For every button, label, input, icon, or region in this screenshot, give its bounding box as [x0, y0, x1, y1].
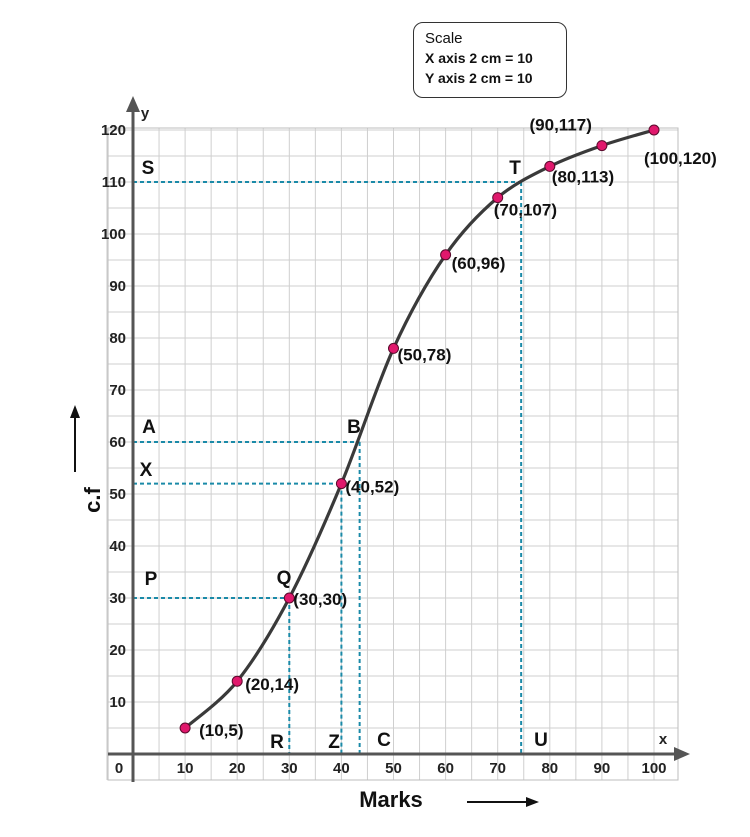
- data-point: [648, 124, 660, 136]
- x-tick-label: 90: [594, 760, 611, 777]
- x-axis-label: Marks: [359, 787, 423, 812]
- guide-letter-P: P: [145, 569, 158, 590]
- data-point: [283, 592, 295, 604]
- y-tick-label: 50: [109, 486, 126, 503]
- y-axis-arrow-icon: [126, 96, 140, 112]
- scale-legend-y: Y axis 2 cm = 10: [425, 70, 533, 86]
- guide-letter-S: S: [142, 158, 155, 179]
- y-axis-letter: y: [141, 105, 150, 122]
- guide-letter-U: U: [534, 730, 548, 751]
- data-point-label: (50,78): [398, 345, 452, 364]
- scale-legend-title: Scale: [425, 30, 463, 47]
- data-point: [544, 160, 556, 172]
- guide-lines: [133, 181, 523, 754]
- data-point-label: (20,14): [245, 675, 299, 694]
- y-axis-label: c.f: [80, 486, 105, 512]
- y-tick-label: 100: [101, 226, 126, 243]
- guide-letters: A B C X Z P Q R S T U: [140, 158, 548, 753]
- data-point-label: (80,113): [552, 167, 614, 186]
- x-tick-label: 30: [281, 760, 298, 777]
- data-point-label: (100,120): [644, 149, 717, 168]
- y-tick-label: 70: [109, 382, 126, 399]
- guide-letter-R: R: [270, 732, 284, 753]
- y-tick-label: 40: [109, 538, 126, 555]
- origin-label: 0: [115, 760, 123, 777]
- guide-letter-Q: Q: [277, 568, 292, 589]
- xlabel-arrow-icon: [467, 797, 539, 807]
- guide-letter-T: T: [509, 158, 521, 179]
- y-tick-label: 110: [102, 174, 126, 191]
- grid: [106, 127, 679, 781]
- data-point-label: (70,107): [494, 201, 557, 220]
- x-tick-label: 60: [437, 760, 454, 777]
- guide-letter-Z: Z: [328, 732, 340, 753]
- data-point-label: (60,96): [452, 254, 506, 273]
- x-axis-arrow-icon: [674, 747, 690, 761]
- x-tick-label: 80: [541, 760, 558, 777]
- guide-letter-C: C: [377, 730, 391, 751]
- y-tick-label: 120: [101, 122, 126, 139]
- x-tick-label: 20: [229, 760, 246, 777]
- axis-labels: c.f Marks x y 0: [70, 105, 668, 812]
- scale-legend-x: X axis 2 cm = 10: [425, 50, 533, 66]
- data-point: [335, 478, 347, 490]
- data-point: [492, 192, 504, 204]
- x-tick-label: 100: [641, 760, 666, 777]
- tick-labels: 10 20 30 40 50 60 70 80 90 100 10 20 30 40 50 60 70 80 90 1…: [101, 122, 667, 777]
- data-point-label: (10,5): [199, 721, 243, 740]
- axes: [108, 96, 690, 782]
- x-tick-label: 10: [177, 760, 194, 777]
- guide-letter-B: B: [347, 417, 361, 438]
- data-point-label: (40,52): [345, 478, 399, 497]
- data-point: [388, 342, 399, 354]
- scale-legend: Scale X axis 2 cm = 10 Y axis 2 cm = 10: [413, 22, 567, 98]
- guide-letter-A: A: [142, 417, 156, 438]
- data-point: [231, 675, 243, 687]
- y-tick-label: 80: [109, 330, 126, 347]
- ylabel-arrow-icon: [70, 405, 80, 472]
- y-tick-label: 60: [109, 434, 126, 451]
- data-point-label: (90,117): [530, 116, 592, 135]
- y-tick-label: 10: [109, 694, 126, 711]
- x-tick-label: 70: [489, 760, 506, 777]
- data-point: [596, 140, 608, 152]
- x-axis-letter: x: [659, 731, 668, 748]
- y-tick-label: 20: [109, 642, 126, 659]
- x-tick-label: 50: [385, 760, 402, 777]
- guide-letter-X: X: [140, 460, 153, 481]
- x-tick-label: 40: [333, 760, 350, 777]
- data-point-label: (30,30): [293, 590, 347, 609]
- y-tick-label: 90: [109, 278, 126, 295]
- data-points: (10,5) (20,14) (30,30) (40,52) (50,78) (60,96…: [179, 116, 717, 740]
- data-point: [179, 722, 191, 734]
- y-tick-label: 30: [109, 590, 126, 607]
- grid-border: [107, 127, 679, 781]
- data-point: [440, 249, 452, 261]
